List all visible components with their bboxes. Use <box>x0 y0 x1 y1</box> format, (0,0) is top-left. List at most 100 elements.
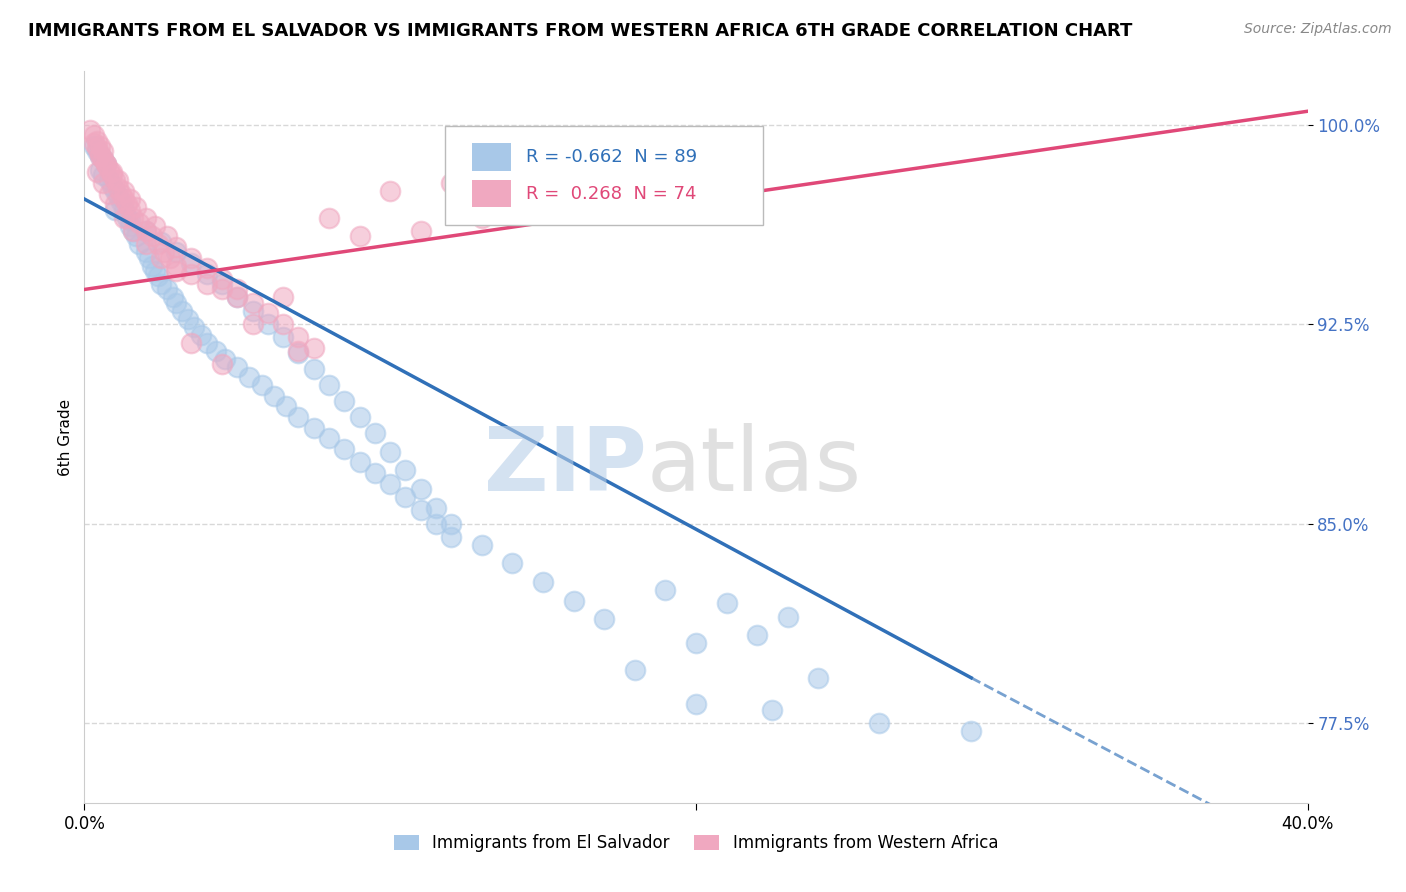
Point <box>685 698 707 712</box>
Point <box>190 327 212 342</box>
Point <box>83 128 105 143</box>
Point <box>125 200 148 214</box>
FancyBboxPatch shape <box>446 126 763 225</box>
Point <box>271 290 294 304</box>
Point <box>89 149 111 163</box>
FancyBboxPatch shape <box>472 179 512 208</box>
Point <box>226 290 249 304</box>
Point <box>180 335 202 350</box>
Point <box>238 370 260 384</box>
Point <box>394 463 416 477</box>
Point <box>91 168 114 182</box>
Point <box>349 410 371 425</box>
Point <box>91 152 114 166</box>
Point <box>960 723 983 738</box>
Point <box>97 162 120 177</box>
Point <box>318 431 340 445</box>
Text: Source: ZipAtlas.com: Source: ZipAtlas.com <box>1244 22 1392 37</box>
Point <box>120 219 142 233</box>
Point <box>226 359 249 374</box>
Point <box>593 612 616 626</box>
Point <box>183 319 205 334</box>
Point <box>425 500 447 515</box>
Point <box>107 181 129 195</box>
Point <box>250 378 273 392</box>
Point <box>409 224 432 238</box>
Point <box>440 176 463 190</box>
Point <box>195 261 218 276</box>
Point <box>195 335 218 350</box>
Point <box>94 157 117 171</box>
Point <box>122 224 145 238</box>
Point <box>271 317 294 331</box>
Point <box>578 149 600 163</box>
Point <box>302 341 325 355</box>
Point <box>138 251 160 265</box>
Point <box>180 267 202 281</box>
Point <box>276 400 298 414</box>
Point <box>104 197 127 211</box>
Point <box>143 219 166 233</box>
Point <box>257 317 280 331</box>
Point <box>177 311 200 326</box>
Point <box>440 530 463 544</box>
Point <box>86 134 108 148</box>
Point <box>211 272 233 286</box>
Point <box>94 157 117 171</box>
Point <box>502 557 524 571</box>
Point <box>776 609 799 624</box>
Point <box>409 503 432 517</box>
Point <box>425 516 447 531</box>
Point <box>91 144 114 158</box>
Point <box>211 277 233 292</box>
Text: R =  0.268  N = 74: R = 0.268 N = 74 <box>526 185 696 202</box>
Point <box>101 165 124 179</box>
Point <box>135 211 157 225</box>
Point <box>86 144 108 158</box>
Point <box>380 184 402 198</box>
Point <box>101 168 124 182</box>
Point <box>165 245 187 260</box>
Point <box>364 466 387 480</box>
Point <box>165 295 187 310</box>
Y-axis label: 6th Grade: 6th Grade <box>58 399 73 475</box>
Point <box>287 410 309 425</box>
Point <box>149 277 172 292</box>
Point <box>349 455 371 469</box>
Point <box>110 186 132 201</box>
Point <box>143 264 166 278</box>
Point <box>89 149 111 163</box>
Point <box>86 141 108 155</box>
Point <box>242 303 264 318</box>
Point <box>135 224 157 238</box>
Point <box>112 192 135 206</box>
Point <box>89 138 111 153</box>
Point <box>94 157 117 171</box>
Point <box>807 671 830 685</box>
Point <box>302 362 325 376</box>
Point <box>531 157 554 171</box>
Point <box>112 211 135 225</box>
Point <box>89 146 111 161</box>
Point <box>685 636 707 650</box>
Point <box>156 229 179 244</box>
Point <box>141 259 163 273</box>
Text: ZIP: ZIP <box>484 423 647 510</box>
Point <box>287 343 309 358</box>
Point <box>211 357 233 371</box>
Point <box>716 596 738 610</box>
Point <box>195 277 218 292</box>
Point <box>394 490 416 504</box>
Point <box>122 211 145 225</box>
Point <box>159 251 181 265</box>
Point <box>333 442 356 456</box>
Point <box>112 184 135 198</box>
Point <box>146 237 169 252</box>
Point <box>153 245 176 260</box>
Point <box>101 178 124 193</box>
Point <box>115 197 138 211</box>
Point <box>165 259 187 273</box>
Point <box>146 269 169 284</box>
Point <box>104 173 127 187</box>
Point <box>104 202 127 217</box>
